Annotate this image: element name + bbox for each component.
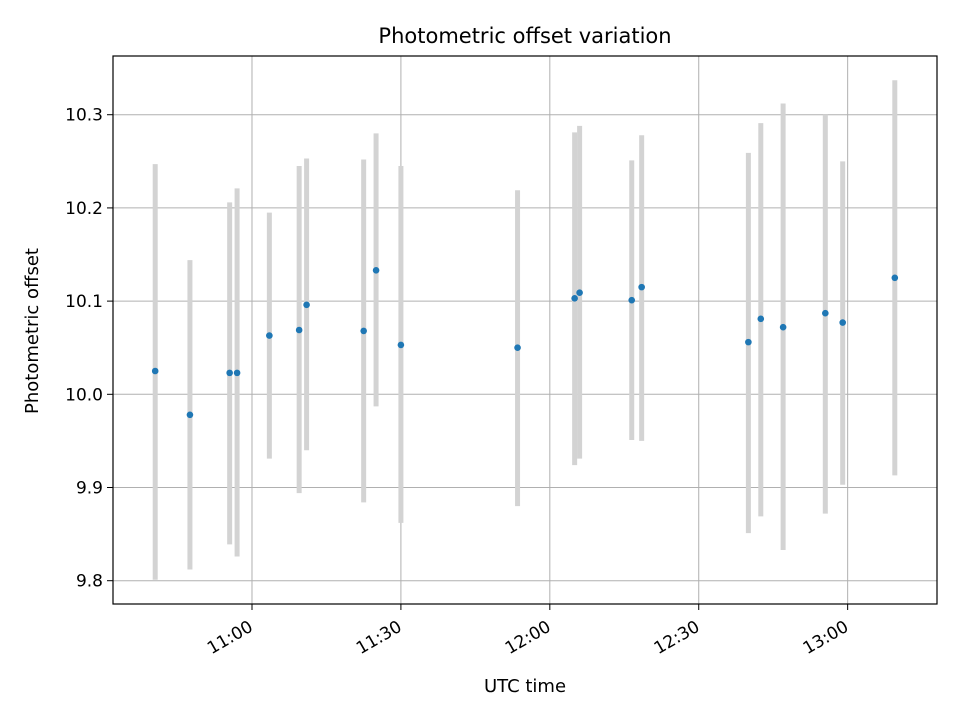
grid-lines bbox=[113, 56, 937, 604]
x-axis-label: UTC time bbox=[484, 676, 566, 697]
y-tick-label: 10.3 bbox=[65, 106, 103, 126]
y-axis-label: Photometric offset bbox=[22, 248, 43, 414]
y-tick-label: 9.8 bbox=[76, 572, 103, 592]
data-point bbox=[891, 274, 899, 282]
data-point bbox=[360, 327, 367, 335]
y-tick-label: 10.2 bbox=[65, 199, 103, 219]
data-points bbox=[151, 267, 899, 419]
data-point bbox=[822, 309, 829, 317]
plot-frame bbox=[112, 55, 938, 605]
y-tick-label: 10.0 bbox=[65, 385, 103, 405]
data-point bbox=[151, 367, 159, 375]
data-point bbox=[226, 369, 233, 377]
data-point bbox=[638, 283, 645, 291]
data-point bbox=[303, 301, 310, 309]
data-point bbox=[233, 369, 241, 377]
data-point bbox=[571, 295, 578, 302]
data-point bbox=[628, 296, 636, 304]
data-point bbox=[745, 338, 752, 346]
data-point bbox=[839, 319, 846, 326]
data-point bbox=[397, 341, 405, 349]
data-point bbox=[576, 289, 583, 297]
chart-title: Photometric offset variation bbox=[378, 24, 671, 48]
y-axis-ticks: 9.8 9.9 10.0 10.1 10.2 10.3 bbox=[65, 106, 113, 592]
y-tick-label: 10.1 bbox=[65, 292, 103, 312]
data-point bbox=[372, 267, 380, 274]
data-point bbox=[757, 315, 765, 323]
data-point bbox=[514, 344, 521, 352]
data-point bbox=[295, 326, 303, 334]
data-point bbox=[266, 332, 273, 339]
y-tick-label: 9.9 bbox=[76, 479, 103, 499]
data-point bbox=[779, 323, 787, 331]
data-point bbox=[186, 411, 194, 419]
